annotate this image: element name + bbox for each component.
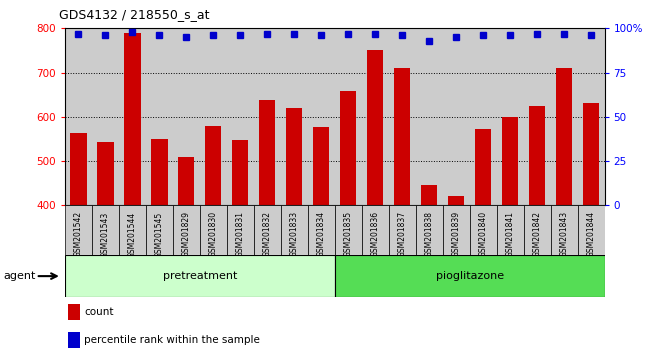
Text: percentile rank within the sample: percentile rank within the sample xyxy=(84,335,260,346)
Bar xyxy=(200,205,227,255)
Bar xyxy=(70,133,86,205)
Bar xyxy=(124,33,140,205)
Bar xyxy=(502,117,518,205)
Text: GSM201542: GSM201542 xyxy=(74,211,83,257)
Bar xyxy=(335,255,604,297)
Bar xyxy=(340,91,356,205)
Bar xyxy=(146,205,173,255)
Bar xyxy=(178,156,194,205)
Bar xyxy=(65,205,92,255)
Text: GSM201836: GSM201836 xyxy=(370,211,380,257)
Bar xyxy=(470,205,497,255)
Bar xyxy=(367,50,383,205)
Text: GSM201544: GSM201544 xyxy=(128,211,137,257)
Bar xyxy=(98,142,114,205)
Text: pioglitazone: pioglitazone xyxy=(436,271,504,281)
Bar xyxy=(68,332,79,348)
Bar xyxy=(583,103,599,205)
Text: GDS4132 / 218550_s_at: GDS4132 / 218550_s_at xyxy=(58,8,209,21)
Bar xyxy=(119,205,146,255)
Bar xyxy=(335,205,361,255)
Text: GSM201833: GSM201833 xyxy=(290,211,299,257)
Bar xyxy=(313,127,330,205)
Bar xyxy=(68,304,79,320)
Bar xyxy=(65,255,335,297)
Text: agent: agent xyxy=(3,271,36,281)
Bar xyxy=(92,205,119,255)
Text: GSM201835: GSM201835 xyxy=(344,211,353,257)
Text: GSM201829: GSM201829 xyxy=(182,211,191,257)
Bar xyxy=(443,205,470,255)
Text: GSM201543: GSM201543 xyxy=(101,211,110,257)
Bar xyxy=(254,205,281,255)
Bar xyxy=(227,205,254,255)
Bar xyxy=(524,205,551,255)
Text: GSM201831: GSM201831 xyxy=(236,211,245,257)
Bar xyxy=(361,205,389,255)
Bar xyxy=(205,126,222,205)
Text: GSM201834: GSM201834 xyxy=(317,211,326,257)
Bar xyxy=(529,106,545,205)
Bar xyxy=(259,100,276,205)
Text: GSM201839: GSM201839 xyxy=(452,211,461,257)
Bar xyxy=(421,185,437,205)
Bar xyxy=(232,140,248,205)
Bar xyxy=(394,68,410,205)
Bar xyxy=(475,129,491,205)
Bar xyxy=(416,205,443,255)
Bar xyxy=(448,196,464,205)
Bar xyxy=(389,205,416,255)
Text: GSM201838: GSM201838 xyxy=(424,211,434,257)
Text: pretreatment: pretreatment xyxy=(162,271,237,281)
Bar xyxy=(497,205,524,255)
Bar xyxy=(577,205,605,255)
Bar xyxy=(556,68,572,205)
Bar xyxy=(286,108,302,205)
Text: GSM201841: GSM201841 xyxy=(506,211,515,257)
Bar xyxy=(281,205,308,255)
Text: GSM201840: GSM201840 xyxy=(478,211,488,257)
Bar xyxy=(308,205,335,255)
Bar xyxy=(151,139,168,205)
Text: GSM201832: GSM201832 xyxy=(263,211,272,257)
Text: GSM201830: GSM201830 xyxy=(209,211,218,257)
Text: GSM201843: GSM201843 xyxy=(560,211,569,257)
Bar xyxy=(173,205,200,255)
Bar xyxy=(551,205,577,255)
Text: GSM201837: GSM201837 xyxy=(398,211,407,257)
Text: GSM201842: GSM201842 xyxy=(532,211,541,257)
Text: count: count xyxy=(84,307,113,317)
Text: GSM201545: GSM201545 xyxy=(155,211,164,257)
Text: GSM201844: GSM201844 xyxy=(586,211,595,257)
